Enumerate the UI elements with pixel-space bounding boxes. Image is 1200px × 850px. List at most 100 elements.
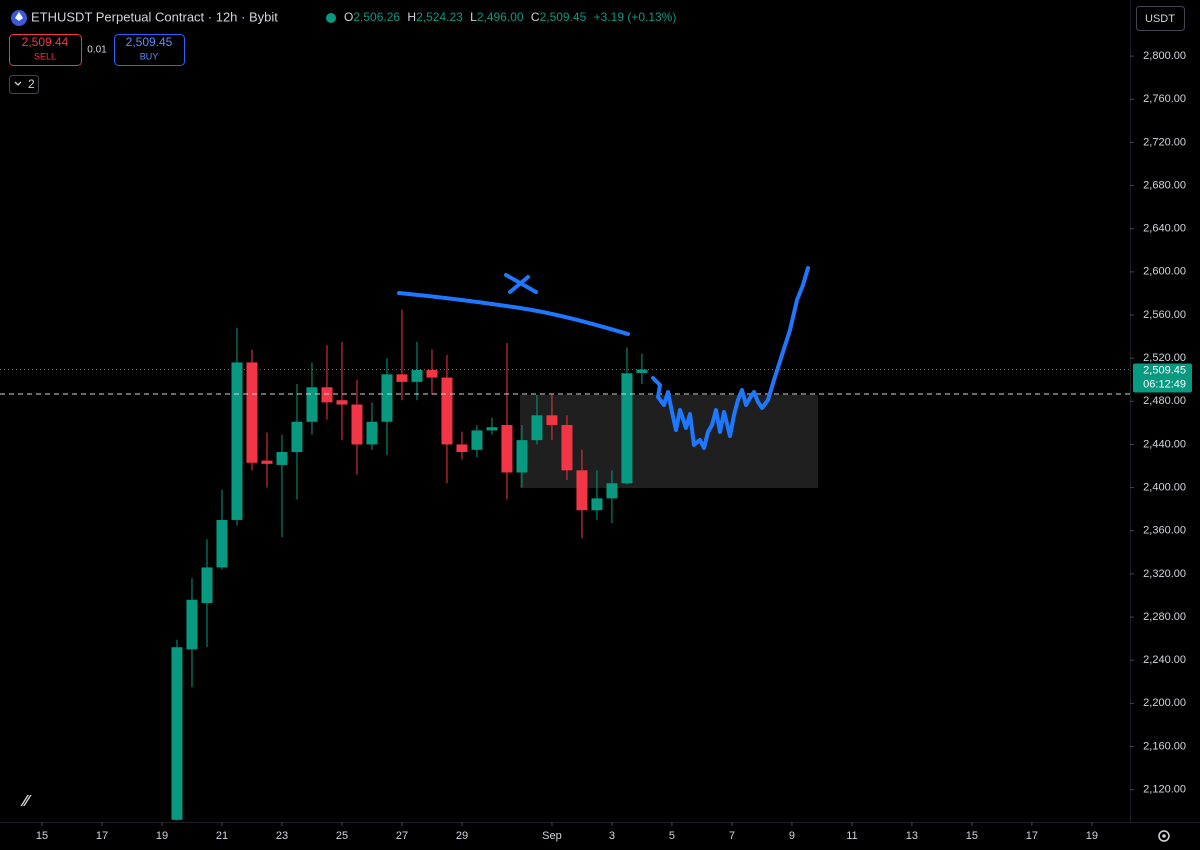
- y-tick-label: 2,800.00: [1143, 50, 1186, 62]
- x-tick-label: 15: [966, 830, 978, 842]
- countdown: 06:12:49: [1143, 378, 1186, 390]
- symbol-title[interactable]: ETHUSDT Perpetual Contract · 12h · Bybit: [31, 9, 278, 24]
- y-tick-label: 2,520.00: [1143, 352, 1186, 364]
- x-tick-label: Sep: [542, 830, 562, 842]
- x-tick-label: 17: [1026, 830, 1038, 842]
- low-key: L: [470, 10, 477, 24]
- chevron: [14, 81, 22, 86]
- candle-body: [411, 370, 423, 382]
- candle-body: [306, 387, 318, 422]
- x-tick-label: 23: [276, 830, 288, 842]
- x-tick-label: 5: [669, 830, 675, 842]
- sell-button[interactable]: [9, 34, 82, 66]
- x-tick-label: 13: [906, 830, 918, 842]
- x-tick-label: 19: [156, 830, 168, 842]
- x-tick-label: 25: [336, 830, 348, 842]
- x-tick-label: 9: [789, 830, 795, 842]
- x-tick-label: 27: [396, 830, 408, 842]
- candle-body: [381, 374, 393, 422]
- high-key: H: [407, 10, 416, 24]
- settings-icon-center: [1162, 834, 1166, 838]
- drawn-line: [397, 291, 630, 336]
- y-tick-label: 2,360.00: [1143, 525, 1186, 537]
- buy-button[interactable]: [114, 34, 185, 66]
- candle-body: [231, 362, 243, 520]
- candle-body: [471, 430, 483, 450]
- indicators-count: 2: [28, 77, 35, 91]
- change-value: +3.19 (+0.13%): [594, 10, 677, 24]
- last-price-tag: [1133, 363, 1192, 393]
- candle-body: [276, 451, 288, 465]
- candle-body: [606, 483, 618, 499]
- y-tick-label: 2,320.00: [1143, 568, 1186, 580]
- candle-body: [456, 444, 468, 452]
- high-value: 2,524.23: [416, 10, 463, 24]
- x-tick-label: 17: [96, 830, 108, 842]
- low-value: 2,496.00: [477, 10, 524, 24]
- candle-body: [516, 440, 528, 473]
- y-tick-label: 2,480.00: [1143, 395, 1186, 407]
- candle-body: [546, 415, 558, 426]
- sell-label: SELL: [34, 51, 56, 61]
- x-tick-label: 29: [456, 830, 468, 842]
- y-tick-label: 2,560.00: [1143, 309, 1186, 321]
- last-price-label: 2,509.45: [1143, 364, 1186, 376]
- y-tick-label: 2,440.00: [1143, 438, 1186, 450]
- candle-body: [441, 377, 453, 445]
- drawn-path: [651, 266, 810, 450]
- candle-body: [291, 421, 303, 452]
- currency: USDT: [1145, 13, 1175, 25]
- y-tick-label: 2,200.00: [1143, 697, 1186, 709]
- sell-price: 2,509.44: [22, 35, 69, 49]
- y-tick-label: 2,760.00: [1143, 93, 1186, 105]
- candle-body: [396, 374, 408, 382]
- candle-body: [501, 425, 513, 473]
- candle-body: [636, 369, 648, 373]
- currency-button[interactable]: [1136, 6, 1185, 31]
- candle-body: [171, 647, 183, 820]
- candle-body: [576, 470, 588, 511]
- settings-icon[interactable]: [1158, 830, 1170, 842]
- status-dot: [326, 13, 336, 23]
- eth-glyph: [15, 12, 23, 21]
- candle-body: [486, 427, 498, 431]
- x-tick-label: 21: [216, 830, 228, 842]
- logo: ⁄⁄: [20, 793, 32, 810]
- y-tick-label: 2,680.00: [1143, 179, 1186, 191]
- spread: 0.01: [87, 45, 107, 56]
- candle-body: [351, 404, 363, 445]
- x-tick-label: 19: [1086, 830, 1098, 842]
- y-tick-label: 2,720.00: [1143, 136, 1186, 148]
- drawings: [397, 266, 810, 450]
- x-tick-label: 15: [36, 830, 48, 842]
- drawn-cross: [504, 273, 538, 294]
- indicators-toggle[interactable]: [9, 75, 39, 94]
- plot-area: [171, 309, 648, 821]
- candle-body: [531, 415, 543, 441]
- y-tick-label: 2,160.00: [1143, 740, 1186, 752]
- open-value: 2,506.26: [353, 10, 400, 24]
- candle-body: [321, 387, 333, 403]
- y-tick-label: 2,120.00: [1143, 784, 1186, 796]
- candle-body: [561, 425, 573, 471]
- close-key: C: [531, 10, 540, 24]
- candle-body: [246, 362, 258, 463]
- x-tick-label: 7: [729, 830, 735, 842]
- candle-body: [621, 373, 633, 484]
- candle-body: [216, 519, 228, 568]
- open-key: O: [344, 10, 353, 24]
- buy-price: 2,509.45: [126, 35, 173, 49]
- candle-body: [591, 498, 603, 511]
- candle-body: [336, 400, 348, 405]
- close-value: 2,509.45: [540, 10, 587, 24]
- x-tick-label: 3: [609, 830, 615, 842]
- buy-label: BUY: [140, 51, 159, 61]
- y-tick-label: 2,640.00: [1143, 223, 1186, 235]
- candle-body: [186, 599, 198, 650]
- y-tick-label: 2,400.00: [1143, 481, 1186, 493]
- x-tick-label: 11: [846, 830, 857, 842]
- candle-body: [201, 567, 213, 604]
- candle-body: [366, 421, 378, 445]
- candle-body: [261, 460, 273, 464]
